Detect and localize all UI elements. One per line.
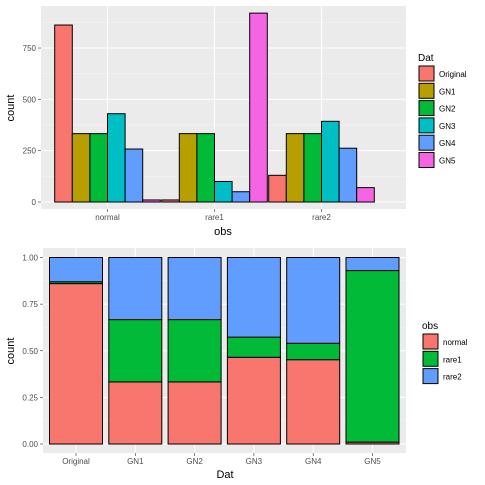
top-x-axis-title: obs [214, 226, 232, 238]
bottom-y-tick-label: 0.25 [22, 393, 38, 402]
top-legend-label-gn4: GN4 [439, 139, 456, 148]
bottom-x-tick-label: GN5 [364, 457, 381, 466]
bottom-legend-label-rare1: rare1 [443, 355, 462, 364]
top-x-tick-label: rare2 [312, 213, 331, 222]
top-x-tick-label: rare1 [205, 213, 224, 222]
top-bar-rare1-gn3 [214, 180, 233, 203]
top-y-ticks: 0 250 500 750 [23, 44, 41, 207]
bottom-y-tick-label: 0.75 [22, 300, 38, 309]
bottom-y-tick-label: 0.50 [22, 347, 38, 356]
bottom-bar-gn1-rare1 [108, 319, 163, 383]
top-bar-rare2-gn4 [338, 147, 358, 203]
bottom-bar-gn1-rare2 [108, 257, 163, 321]
bottom-x-tick-label: Original [62, 457, 90, 466]
bottom-x-tick-label: GN3 [246, 457, 263, 466]
bottom-bar-gn2-rare2 [167, 257, 222, 321]
top-legend-swatch-gn3 [418, 117, 435, 134]
bottom-bar-gn2-normal [167, 381, 222, 445]
bottom-bar-gn4-normal [286, 359, 341, 445]
bottom-y-tick-label: 0.00 [22, 440, 38, 449]
bottom-bar-original-normal [49, 283, 103, 445]
bottom-bar-gn3-normal [226, 356, 281, 445]
bottom-legend-label-rare2: rare2 [443, 373, 462, 382]
top-legend-swatch-gn1 [418, 82, 435, 99]
bottom-y-tick-label: 1.00 [22, 254, 38, 263]
top-bar-normal-gn2 [89, 133, 109, 203]
top-y-axis-title: count [5, 95, 17, 122]
top-bar-normal-gn5 [142, 199, 161, 203]
top-bar-rare1-gn2 [196, 133, 215, 203]
top-bars [54, 12, 375, 203]
bottom-x-axis-title: Dat [216, 469, 233, 481]
top-legend-label-gn5: GN5 [439, 157, 456, 166]
top-x-ticks: normal rare1 rare2 [95, 209, 331, 222]
top-bar-rare2-gn1 [285, 133, 305, 203]
top-bar-rare1-gn4 [231, 191, 251, 203]
bottom-x-tick-label: GN4 [305, 457, 322, 466]
top-y-tick-label: 0 [32, 198, 37, 207]
top-bar-rare1-original [161, 199, 180, 203]
top-bar-rare1-gn1 [178, 133, 198, 203]
bottom-legend-title: obs [422, 321, 438, 332]
top-legend: Dat Original GN1 GN2 GN3 GN4 GN5 [418, 53, 467, 168]
bottom-y-axis-title: count [5, 338, 17, 365]
bottom-legend-swatch-normal [422, 333, 439, 350]
bottom-x-tick-label: GN1 [127, 457, 144, 466]
bottom-bar-gn3-rare1 [226, 336, 281, 358]
top-y-tick-label: 250 [23, 147, 37, 156]
top-legend-swatch-gn5 [418, 152, 435, 168]
bottom-legend-swatch-rare1 [422, 350, 439, 367]
bottom-bars [49, 257, 400, 445]
bottom-legend-swatch-rare2 [422, 368, 439, 385]
top-chart: 0 250 500 750 normal rare1 rare2 obs count Da… [5, 6, 467, 238]
top-y-tick-label: 500 [23, 95, 37, 104]
bottom-x-tick-label: GN2 [186, 457, 203, 466]
bottom-bar-gn5-rare1 [345, 270, 400, 443]
top-bar-rare2-gn3 [321, 120, 340, 203]
top-legend-swatch-original [418, 65, 435, 82]
bottom-bar-gn4-rare2 [286, 257, 341, 344]
top-legend-title: Dat [418, 53, 434, 64]
top-bar-rare2-original [268, 174, 287, 203]
bottom-legend-label-normal: normal [443, 338, 468, 347]
bottom-bar-gn5-rare2 [345, 257, 400, 272]
top-bar-rare2-gn2 [303, 133, 322, 203]
bottom-bar-gn3-rare2 [226, 257, 281, 338]
top-bar-normal-gn1 [71, 133, 91, 203]
bottom-chart: 0.00 0.25 0.50 0.75 1.00 Original GN1 GN2 GN3 GN… [5, 248, 468, 481]
bottom-x-ticks: Original GN1 GN2 GN3 GN4 GN5 [62, 453, 381, 466]
top-legend-label-gn3: GN3 [439, 122, 456, 131]
top-bar-normal-gn4 [124, 148, 144, 203]
top-bar-normal-gn3 [107, 113, 126, 203]
bottom-y-ticks: 0.00 0.25 0.50 0.75 1.00 [22, 254, 43, 449]
top-x-tick-label: normal [95, 213, 120, 222]
bottom-bar-gn1-normal [108, 381, 163, 445]
top-bar-normal-original [54, 24, 73, 203]
top-legend-swatch-gn4 [418, 134, 435, 151]
top-legend-swatch-gn2 [418, 100, 435, 117]
top-legend-label-original: Original [439, 70, 467, 79]
top-bar-rare2-gn5 [356, 187, 375, 203]
bottom-bar-original-rare2 [49, 257, 103, 283]
bottom-bar-gn2-rare1 [167, 319, 222, 383]
bottom-bar-gn4-rare1 [286, 342, 341, 361]
top-y-tick-label: 750 [23, 44, 37, 53]
bottom-legend: obs normal rare1 rare2 [422, 321, 468, 385]
top-bar-rare1-gn5 [249, 12, 268, 203]
top-legend-label-gn2: GN2 [439, 105, 456, 114]
top-legend-label-gn1: GN1 [439, 87, 456, 96]
